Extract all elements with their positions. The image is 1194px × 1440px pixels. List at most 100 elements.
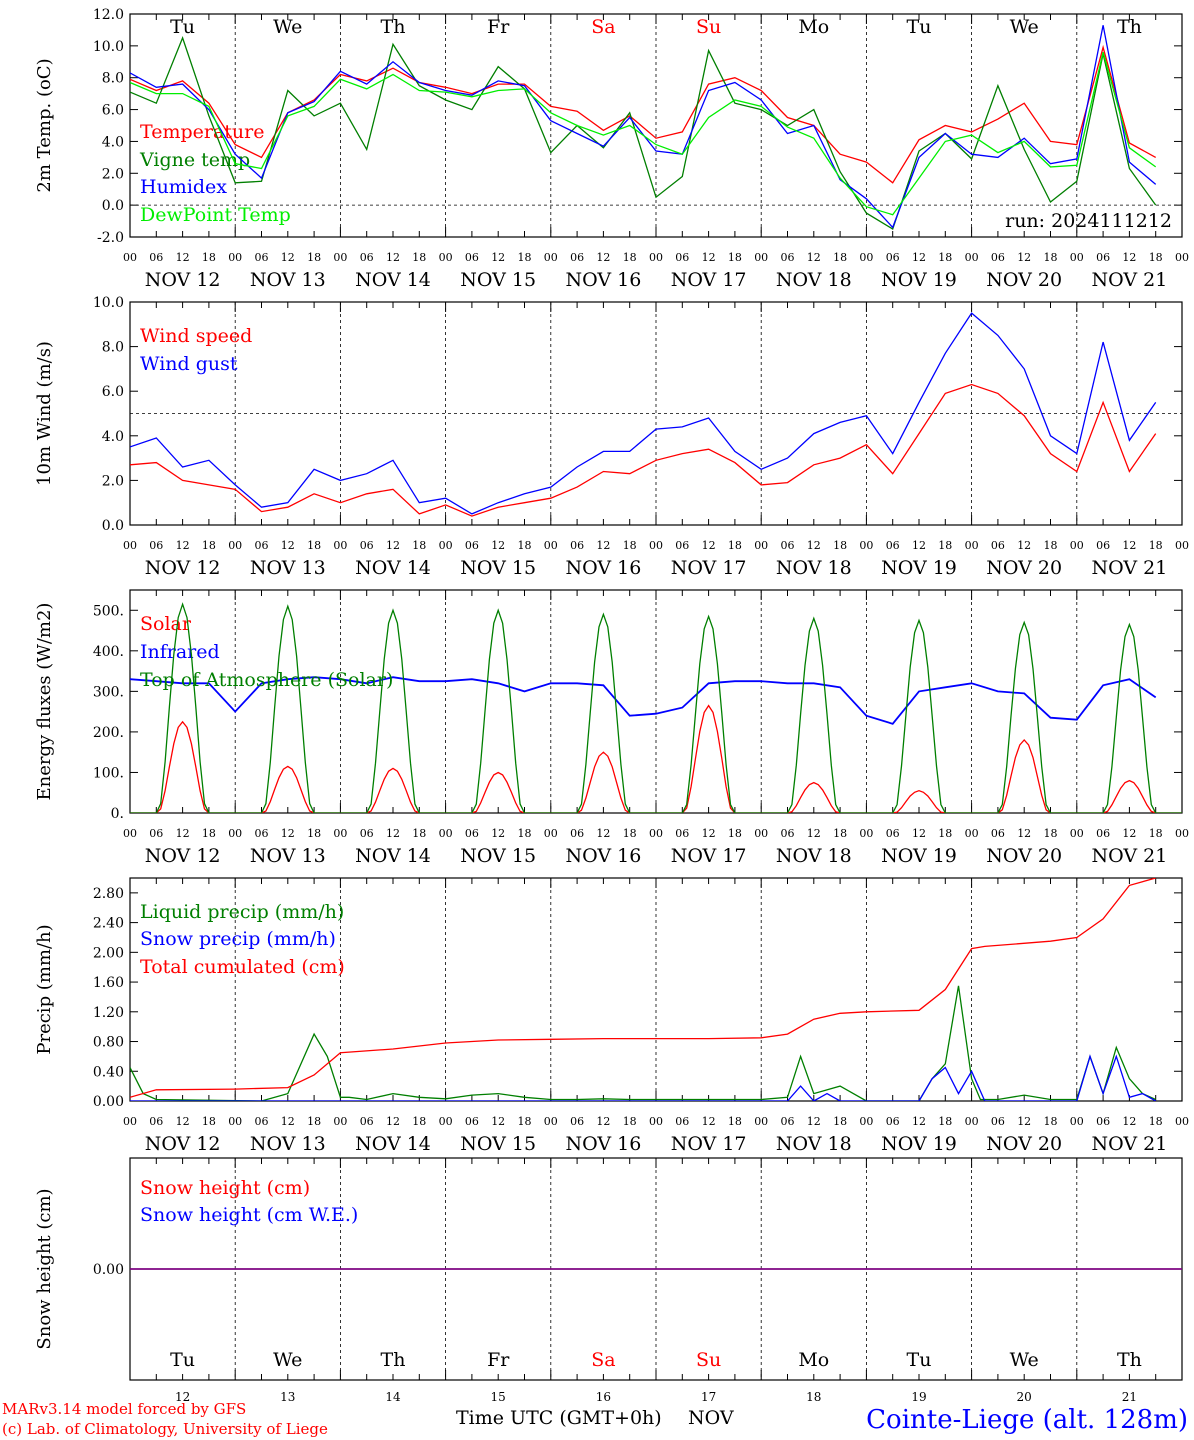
series-line-liquid-precip-mm-h [130,985,1156,1101]
date-label: NOV 19 [881,269,957,291]
hour-label: 12 [1017,827,1031,840]
hour-label: 06 [1096,539,1110,552]
y-tick-label: 6.0 [102,103,124,119]
hour-label: 00 [1175,251,1189,264]
day-name-label: We [1010,16,1039,38]
hour-label: 18 [412,251,426,264]
hour-label: 18 [938,827,952,840]
hour-label: 06 [570,1115,584,1128]
series-line-solar [130,704,1182,813]
y-tick-label: 0.0 [102,198,124,214]
hour-label: 06 [570,827,584,840]
hour-label: 12 [176,251,190,264]
hour-label: 00 [649,827,663,840]
day-name-label: Th [381,16,406,38]
y-tick-label: 6.0 [102,384,124,400]
hour-label: 00 [859,539,873,552]
day-number-label: 20 [1017,1390,1032,1404]
hour-label: 12 [491,827,505,840]
hour-label: 12 [596,539,610,552]
hour-label: 00 [228,827,242,840]
y-tick-label: 2.40 [93,916,124,932]
y-tick-label: 4.0 [102,429,124,445]
hour-label: 18 [833,827,847,840]
hour-label: 18 [1044,827,1058,840]
legend-entry: Top of Atmosphere (Solar) [140,669,393,691]
hour-label: 18 [518,251,532,264]
date-label: NOV 21 [1091,557,1167,579]
hour-label: 18 [938,539,952,552]
chart-panels: -2.0 0.0 2.0 4.0 6.0 8.0 10.0 12.0 2m Temp. (oC)… [34,7,1189,1404]
legend-entry: Solar [140,613,192,635]
day-name-label: We [1010,1349,1039,1371]
day-name-label: Mo [798,16,829,38]
hour-label: 12 [912,539,926,552]
y-tick-label: 1.60 [93,975,124,991]
footer: MARv3.14 model forced by GFS (c) Lab. of… [2,1400,1188,1438]
day-name-label: Mo [798,1349,829,1371]
hour-label: 06 [465,827,479,840]
hour-label: 06 [149,251,163,264]
hour-label: 00 [649,1115,663,1128]
panel-1: -2.0 0.0 2.0 4.0 6.0 8.0 10.0 12.0 2m Temp. (oC)… [34,7,1189,291]
hour-label: 18 [1149,827,1163,840]
hour-label: 06 [886,251,900,264]
series-line-infrared [130,676,1157,725]
hour-label: 12 [596,827,610,840]
series-line-wind-gust [130,312,1157,515]
hour-label: 18 [202,251,216,264]
hour-label: 00 [859,827,873,840]
date-label: NOV 16 [565,845,641,867]
hour-label: 00 [228,1115,242,1128]
hour-label: 00 [228,251,242,264]
hour-label: 00 [649,251,663,264]
hour-label: 12 [386,251,400,264]
hour-label: 18 [518,827,532,840]
hour-label: 06 [1096,1115,1110,1128]
date-label: NOV 21 [1091,1133,1167,1155]
hour-label: 06 [465,539,479,552]
y-tick-label: 2.00 [93,945,124,961]
y-tick-label: 400. [93,644,124,660]
date-label: NOV 15 [460,269,536,291]
hour-label: 18 [412,539,426,552]
hour-label: 18 [518,539,532,552]
day-number-label: 17 [701,1390,716,1404]
hour-label: 18 [1044,539,1058,552]
date-label: NOV 18 [776,557,852,579]
date-label: NOV 20 [986,1133,1062,1155]
day-name-label: Fr [487,1349,510,1371]
legend-entry: Snow height (cm) [140,1177,310,1199]
hour-label: 18 [202,1115,216,1128]
y-tick-label: -2.0 [97,230,124,246]
legend-entry: Liquid precip (mm/h) [140,901,344,923]
hour-label: 06 [781,827,795,840]
y-tick-label: 300. [93,684,124,700]
y-tick-label: 8.0 [102,71,124,87]
hour-label: 12 [596,1115,610,1128]
hour-label: 00 [123,1115,137,1128]
hour-label: 18 [833,251,847,264]
hour-label: 06 [781,251,795,264]
date-label: NOV 15 [460,1133,536,1155]
y-tick-label: 0.80 [93,1035,124,1051]
hour-label: 00 [333,827,347,840]
day-name-label: Su [696,1349,721,1371]
y-tick-label: 2.0 [102,473,124,489]
day-number-label: 13 [280,1390,295,1404]
hour-label: 12 [281,539,295,552]
hour-label: 06 [675,539,689,552]
hour-label: 06 [149,1115,163,1128]
y-tick-label: 200. [93,725,124,741]
hour-label: 06 [781,1115,795,1128]
y-tick-label: 0.0 [102,518,124,534]
hour-label: 00 [965,827,979,840]
hour-label: 18 [202,827,216,840]
hour-label: 12 [912,251,926,264]
credit-line-2: (c) Lab. of Climatology, University of L… [2,1420,328,1438]
hour-label: 06 [570,251,584,264]
hour-label: 12 [807,827,821,840]
legend-entry: DewPoint Temp [140,204,291,226]
y-tick-label: 4.0 [102,134,124,150]
